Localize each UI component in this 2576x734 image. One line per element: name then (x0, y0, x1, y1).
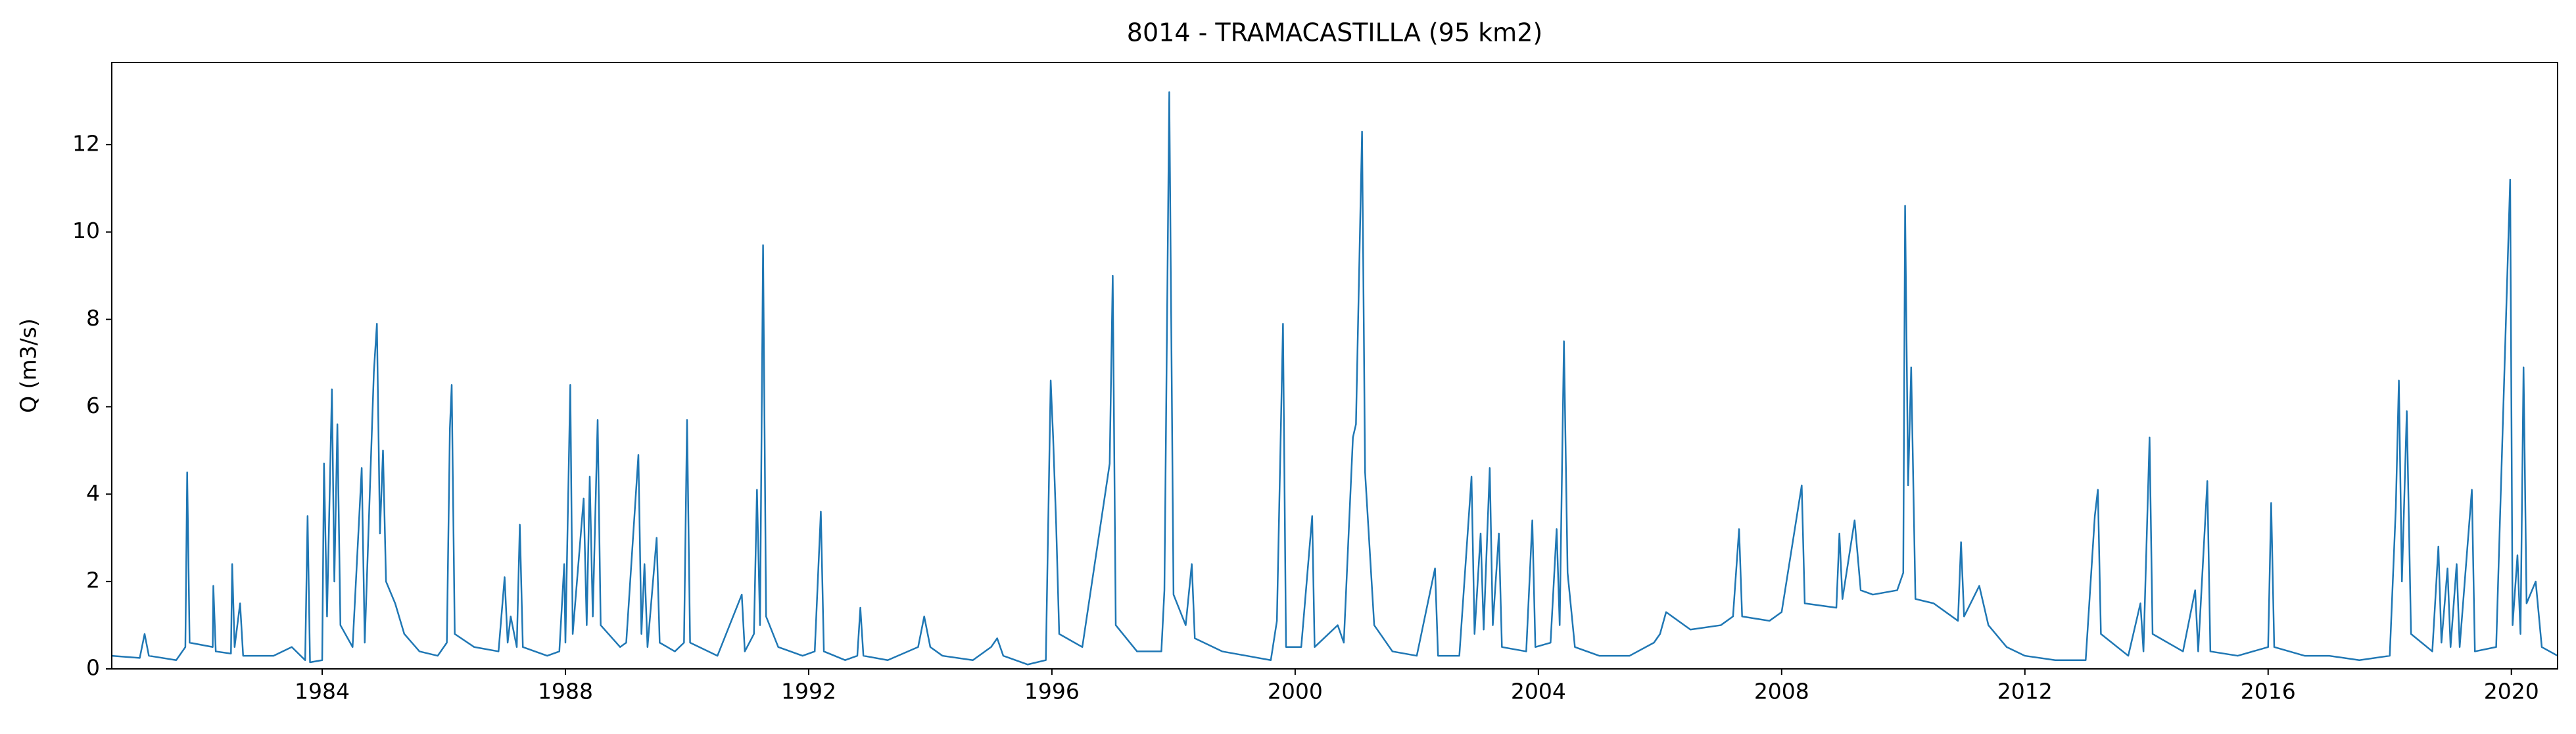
x-tick-label: 2012 (1997, 679, 2053, 704)
y-axis-label: Q (m3/s) (16, 318, 41, 413)
x-tick-label: 2000 (1268, 679, 1323, 704)
x-tick-label: 2020 (2484, 679, 2539, 704)
y-tick-label: 10 (72, 218, 100, 243)
data-line (112, 91, 2558, 666)
x-tick-label: 1984 (295, 679, 350, 704)
y-tick-label: 0 (86, 655, 100, 681)
y-tick-label: 2 (86, 568, 100, 593)
y-tick-label: 6 (86, 393, 100, 418)
y-tick-label: 8 (86, 305, 100, 331)
x-tick-label: 1996 (1024, 679, 1080, 704)
x-tick-label: 1992 (781, 679, 836, 704)
chart-title: 8014 - TRAMACASTILLA (95 km2) (1127, 18, 1542, 47)
x-tick-label: 2016 (2241, 679, 2296, 704)
plot-frame (111, 62, 2558, 670)
x-tick-label: 2004 (1511, 679, 1566, 704)
x-tick-label: 1988 (538, 679, 593, 704)
y-tick-label: 4 (86, 480, 100, 506)
x-tick-label: 2008 (1754, 679, 1809, 704)
y-tick-label: 12 (72, 130, 100, 156)
